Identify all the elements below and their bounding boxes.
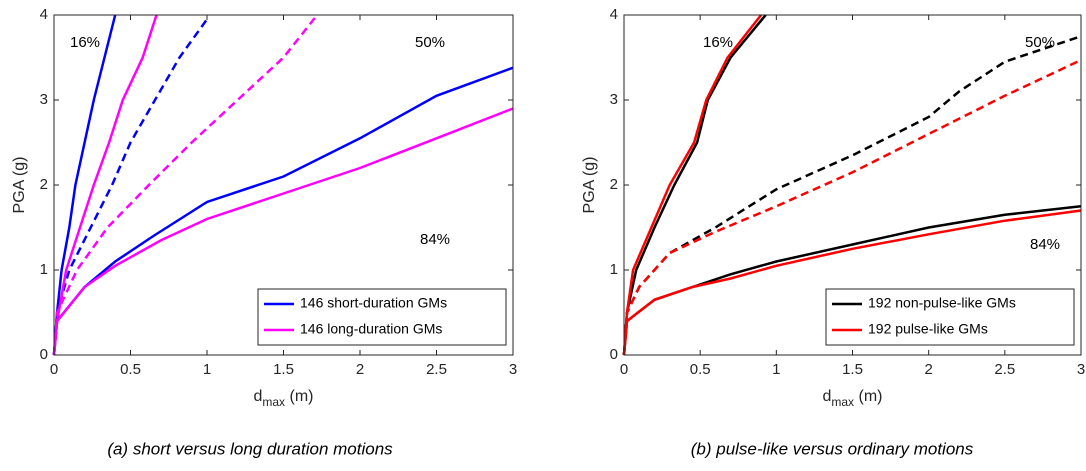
x-tick-label: 1.5 xyxy=(273,361,294,378)
x-tick-label: 1 xyxy=(203,361,211,378)
x-axis-label-sub: max xyxy=(831,395,854,409)
x-axis-label-sub: max xyxy=(262,395,285,409)
x-tick-label: 2.5 xyxy=(994,361,1015,378)
x-tick-label: 0.5 xyxy=(690,361,711,378)
curve xyxy=(52,14,117,356)
curve xyxy=(622,58,1082,356)
curve xyxy=(622,209,1082,356)
legend-label: 146 long-duration GMs xyxy=(300,321,442,337)
x-axis-label-rest: (m) xyxy=(285,388,313,405)
x-tick-label: 0.5 xyxy=(120,361,141,378)
legend-label: 192 non-pulse-like GMs xyxy=(868,295,1016,311)
y-tick-label: 4 xyxy=(610,6,618,23)
y-tick-label: 0 xyxy=(40,346,48,363)
caption: (b) pulse-like versus ordinary motions xyxy=(691,439,974,458)
y-tick-label: 2 xyxy=(610,176,618,193)
curve xyxy=(622,35,1082,356)
x-tick-label: 1 xyxy=(772,361,780,378)
annotation: 16% xyxy=(703,34,733,51)
y-tick-label: 3 xyxy=(610,91,618,108)
curve xyxy=(622,14,767,356)
annotation: 50% xyxy=(1025,34,1055,51)
annotation: 16% xyxy=(70,34,100,51)
curve xyxy=(622,14,763,356)
x-tick-label: 0 xyxy=(50,361,58,378)
annotation: 50% xyxy=(415,34,445,51)
x-axis-label: dmax (m) xyxy=(253,388,313,409)
x-axis-label-base: d xyxy=(253,388,262,405)
y-axis-label: PGA (g) xyxy=(581,157,598,214)
annotation: 84% xyxy=(420,231,450,248)
curve xyxy=(52,18,209,356)
legend-label: 146 short-duration GMs xyxy=(300,295,447,311)
legend-box xyxy=(257,288,507,346)
x-tick-label: 2.5 xyxy=(426,361,447,378)
y-axis-label: PGA (g) xyxy=(11,157,28,214)
x-axis-label-base: d xyxy=(822,388,831,405)
legend-label: 192 pulse-like GMs xyxy=(868,321,988,337)
curve xyxy=(52,107,514,356)
y-tick-label: 3 xyxy=(40,91,48,108)
curve xyxy=(52,14,158,356)
y-tick-label: 4 xyxy=(40,6,48,23)
x-tick-label: 3 xyxy=(509,361,517,378)
x-tick-label: 0 xyxy=(620,361,628,378)
x-axis-label: dmax (m) xyxy=(822,388,882,409)
curve xyxy=(52,14,319,356)
x-tick-label: 1.5 xyxy=(842,361,863,378)
x-tick-label: 2 xyxy=(924,361,932,378)
y-tick-label: 2 xyxy=(40,176,48,193)
y-tick-label: 1 xyxy=(610,261,618,278)
y-tick-label: 1 xyxy=(40,261,48,278)
annotation: 84% xyxy=(1030,236,1060,253)
x-tick-label: 2 xyxy=(356,361,364,378)
caption: (a) short versus long duration motions xyxy=(107,439,393,458)
y-tick-label: 0 xyxy=(610,346,618,363)
legend-box xyxy=(825,288,1075,346)
x-tick-label: 3 xyxy=(1077,361,1085,378)
x-axis-label-rest: (m) xyxy=(854,388,882,405)
